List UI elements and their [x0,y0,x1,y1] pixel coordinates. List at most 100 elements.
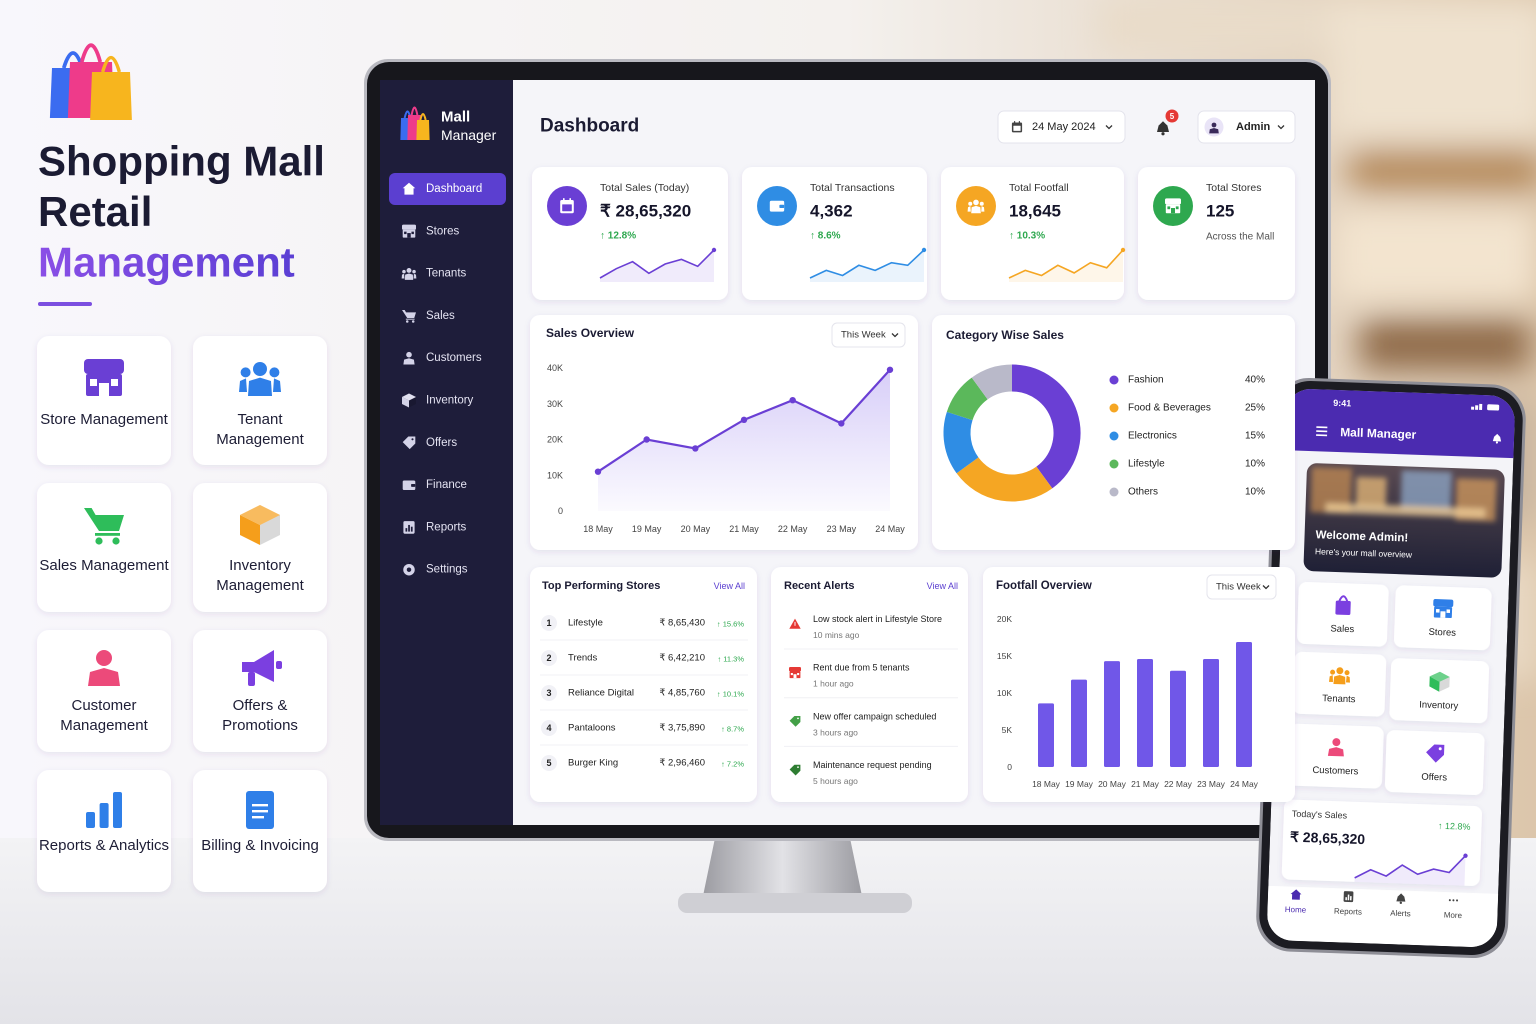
icon-part [1171,208,1175,214]
icon-part [1452,899,1455,902]
store-name: Trends [568,653,597,664]
nav-active [389,173,506,205]
rank-bg [541,720,557,736]
icon [789,716,801,727]
y-tick-label: 20K [997,614,1012,624]
bar [1038,703,1054,767]
badge [1165,109,1179,123]
brand: Manager [441,127,497,143]
y-tick-label: 10K [997,688,1012,698]
icon-part [968,201,973,206]
nav-item: Offers [426,437,457,449]
store-sales: ₹ 4,85,760 [659,688,705,699]
chevron [1105,125,1113,130]
icon-part [1330,669,1336,675]
rank: 2 [546,653,551,663]
icon-part [240,515,260,545]
backdrop-blob [1330,0,1536,140]
legend-value: 25% [1245,403,1265,414]
icon-part [112,537,120,545]
icon-part [406,567,412,572]
icon-part [1349,896,1352,901]
icon [1492,433,1502,444]
point [594,468,602,475]
icon-part [1429,671,1450,682]
icon [1335,595,1351,615]
x-tick-label: 18 May [583,524,613,534]
icon-part [971,205,981,214]
tile-label: Offers [1421,772,1447,784]
icon-part [248,672,255,686]
icon-part [1013,125,1021,131]
point [692,445,699,452]
icon-part [1014,121,1016,124]
kpi-note: Across the Mall [1206,232,1274,243]
icon-part [99,803,109,828]
bag-body [416,120,430,140]
chart-title: Category Wise Sales [946,328,1064,342]
icon-part [407,233,411,238]
feature-card [193,483,327,612]
x-tick-label: 19 May [1065,779,1094,789]
legend-label: Food & Beverages [1128,403,1211,414]
icon-part [1332,738,1341,747]
icon [84,508,124,545]
icon [1343,891,1354,903]
icon-part [769,200,785,212]
menu-line [1316,430,1328,433]
icon-part [973,199,979,206]
y-tick-label: 40K [547,363,563,373]
icon-part [406,351,412,358]
photo-blob [1355,476,1387,508]
icon-part [252,804,268,807]
bar [1137,658,1153,767]
icon-part [401,273,405,279]
icon-part [99,383,109,396]
donut-segment [1011,364,1081,489]
feature-card [193,770,327,892]
icon-part [563,198,565,202]
welcome-subtitle: Here's your mall overview [1315,546,1413,559]
sales-label: Today's Sales [1292,809,1348,821]
icon-part [1439,677,1450,692]
menu-line [1316,434,1328,437]
icon-part [979,201,984,206]
icon-part [1396,893,1406,902]
donut-segment [946,377,989,421]
sparkline-end [711,247,717,253]
icon-part [404,231,407,235]
legend-label: Fashion [1128,375,1164,386]
kpi-label: Total Footfall [1009,182,1069,194]
sparkline [599,249,715,279]
sales-change: ↑ 12.8% [1438,821,1471,832]
icon-part [402,182,416,195]
icon-part [242,650,274,682]
icon [240,505,280,545]
legend-label: Lifestyle [1128,459,1165,470]
icon-part [794,621,796,626]
user-menu [1197,110,1296,144]
card-title: Recent Alerts [784,580,855,592]
icon-part [562,204,572,212]
status-icon [1471,406,1475,410]
rank-bg [541,615,557,631]
y-tick-label: 30K [547,399,563,409]
icon-part [1433,599,1454,608]
rank: 4 [546,723,551,733]
icon [1426,744,1445,763]
icon-part [260,515,280,545]
legend-value: 40% [1245,375,1265,386]
legend-label: Electronics [1128,431,1177,442]
kpi-value: ₹ 28,65,320 [600,202,691,221]
x-tick-label: 24 May [875,524,905,534]
card-title: Top Performing Stores [542,580,660,592]
tab-label: Alerts [1390,909,1411,919]
rank: 3 [546,688,551,698]
icon-part [1290,889,1302,900]
legend-dot [1109,431,1119,441]
sparkline-end [1463,853,1468,858]
icon-part [406,268,412,273]
backdrop-blob [1100,0,1330,50]
icon-part [1347,894,1350,901]
nav-item: Dashboard [426,183,482,195]
